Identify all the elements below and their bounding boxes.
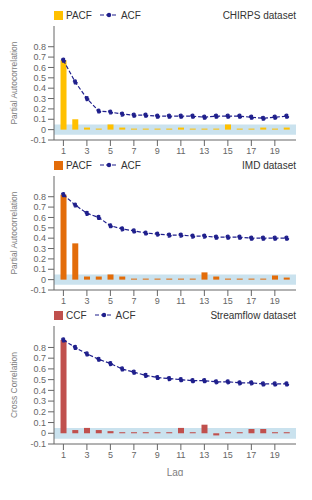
html-text:CHIRPS dataset: CHIRPS dataset — [222, 9, 296, 21]
svg-text:17: 17 — [246, 296, 256, 306]
svg-text:0.5: 0.5 — [33, 223, 46, 233]
svg-text:11: 11 — [176, 296, 185, 306]
svg-text:0.6: 0.6 — [33, 364, 46, 374]
svg-text:-0.1: -0.1 — [30, 439, 46, 449]
svg-text:11: 11 — [176, 450, 185, 460]
svg-text:0.3: 0.3 — [33, 244, 46, 254]
svg-text:0.5: 0.5 — [33, 73, 46, 83]
svg-text:5: 5 — [108, 450, 113, 460]
svg-text:0.1: 0.1 — [33, 114, 46, 124]
svg-text:19: 19 — [270, 146, 280, 156]
svg-text:7: 7 — [131, 296, 136, 306]
svg-text:13: 13 — [199, 450, 209, 460]
svg-text:1: 1 — [61, 450, 66, 460]
svg-text:15: 15 — [223, 296, 233, 306]
svg-text:19: 19 — [270, 450, 280, 460]
svg-text:-0.1: -0.1 — [30, 285, 46, 295]
svg-text:9: 9 — [155, 146, 160, 156]
svg-text:1: 1 — [61, 146, 66, 156]
svg-text:5: 5 — [108, 146, 113, 156]
svg-text:0.2: 0.2 — [33, 407, 46, 417]
svg-text:0.4: 0.4 — [33, 83, 46, 93]
html-text:ACF: ACF — [115, 309, 136, 321]
svg-text:0.7: 0.7 — [33, 353, 46, 363]
svg-text:0: 0 — [41, 428, 46, 438]
svg-text:0.7: 0.7 — [33, 52, 46, 62]
svg-text:0.8: 0.8 — [33, 192, 46, 202]
svg-text:3: 3 — [84, 296, 89, 306]
svg-text:9: 9 — [155, 450, 160, 460]
svg-text:0.5: 0.5 — [33, 375, 46, 385]
svg-text:19: 19 — [270, 296, 280, 306]
html-text:IMD dataset: IMD dataset — [242, 159, 296, 171]
html-text:PACF: PACF — [66, 9, 92, 21]
svg-text:0.7: 0.7 — [33, 202, 46, 212]
svg-text:3: 3 — [84, 450, 89, 460]
svg-text:Partial Autocorrelation: Partial Autocorrelation — [9, 41, 19, 124]
svg-text:0: 0 — [41, 125, 46, 135]
svg-text:0.3: 0.3 — [33, 94, 46, 104]
svg-text:11: 11 — [176, 146, 185, 156]
svg-text:0.3: 0.3 — [33, 396, 46, 406]
svg-text:0.6: 0.6 — [33, 63, 46, 73]
svg-text:0.4: 0.4 — [33, 386, 46, 396]
svg-text:0.8: 0.8 — [33, 343, 46, 353]
svg-text:0.2: 0.2 — [33, 254, 46, 264]
html-text:CCF: CCF — [66, 309, 87, 321]
svg-text:17: 17 — [246, 450, 256, 460]
svg-text:1: 1 — [61, 296, 66, 306]
html-text:ACF: ACF — [120, 9, 141, 21]
svg-text:13: 13 — [199, 296, 209, 306]
svg-text:13: 13 — [199, 146, 209, 156]
svg-text:0.1: 0.1 — [33, 264, 46, 274]
svg-text:3: 3 — [84, 146, 89, 156]
svg-text:5: 5 — [108, 296, 113, 306]
svg-text:9: 9 — [155, 296, 160, 306]
svg-text:Partial Autocorrelation: Partial Autocorrelation — [9, 191, 19, 274]
svg-text:7: 7 — [131, 146, 136, 156]
svg-text:15: 15 — [223, 146, 233, 156]
svg-text:0.8: 0.8 — [33, 42, 46, 52]
html-text:ACF: ACF — [120, 159, 141, 171]
svg-text:17: 17 — [246, 146, 256, 156]
svg-text:0.2: 0.2 — [33, 104, 46, 114]
svg-text:0: 0 — [41, 275, 46, 285]
html-text:Streamflow dataset: Streamflow dataset — [210, 309, 296, 321]
svg-text:Cross Correlation: Cross Correlation — [9, 352, 19, 418]
svg-text:0.4: 0.4 — [33, 233, 46, 243]
svg-text:0.6: 0.6 — [33, 213, 46, 223]
svg-text:15: 15 — [223, 450, 233, 460]
svg-text:-0.1: -0.1 — [30, 135, 46, 145]
svg-text:0.1: 0.1 — [33, 418, 46, 428]
svg-text:7: 7 — [131, 450, 136, 460]
svg-text:Lag: Lag — [167, 467, 184, 476]
html-text:PACF: PACF — [66, 159, 92, 171]
